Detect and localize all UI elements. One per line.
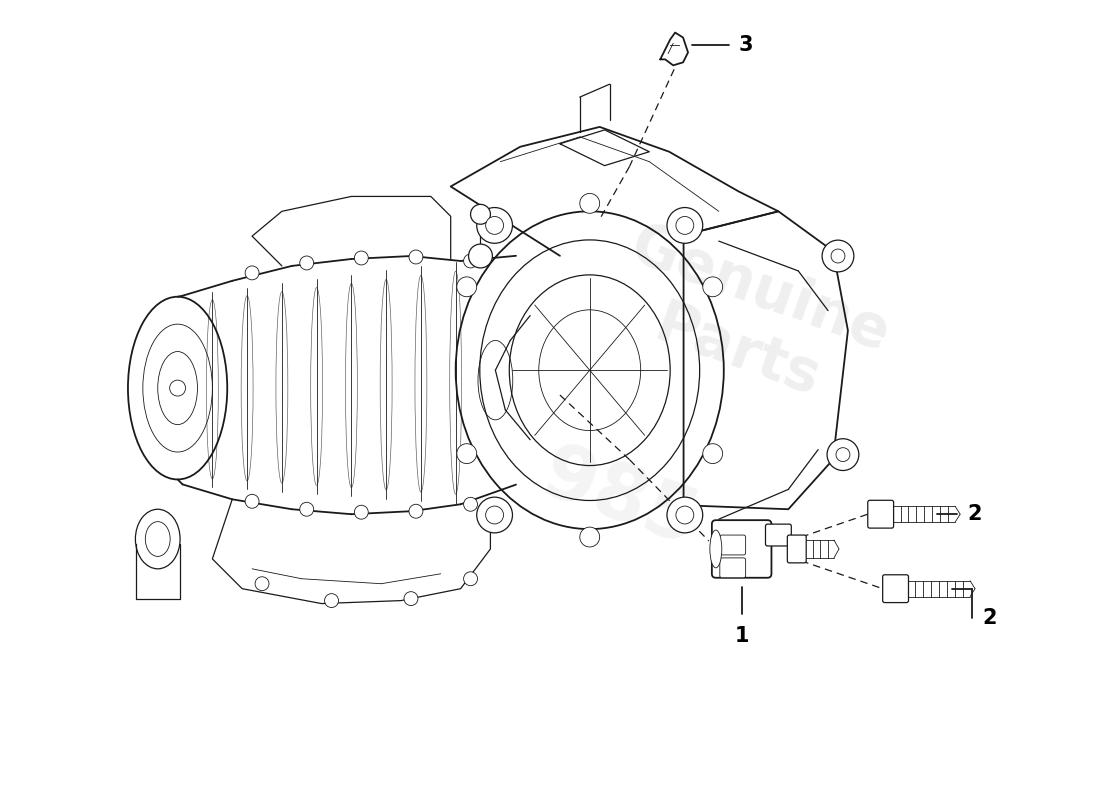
Circle shape bbox=[476, 207, 513, 243]
Circle shape bbox=[404, 592, 418, 606]
Circle shape bbox=[463, 254, 477, 268]
FancyBboxPatch shape bbox=[882, 574, 909, 602]
Circle shape bbox=[463, 572, 477, 586]
Circle shape bbox=[703, 444, 723, 463]
Circle shape bbox=[456, 277, 476, 297]
Text: 3: 3 bbox=[739, 35, 754, 55]
Circle shape bbox=[354, 506, 368, 519]
FancyBboxPatch shape bbox=[868, 500, 893, 528]
Text: 1: 1 bbox=[735, 626, 749, 646]
Circle shape bbox=[471, 204, 491, 224]
Circle shape bbox=[245, 494, 258, 508]
FancyBboxPatch shape bbox=[766, 524, 791, 546]
Circle shape bbox=[255, 577, 270, 590]
FancyBboxPatch shape bbox=[712, 520, 771, 578]
Circle shape bbox=[299, 502, 314, 516]
Circle shape bbox=[827, 438, 859, 470]
Circle shape bbox=[409, 504, 422, 518]
Circle shape bbox=[409, 250, 422, 264]
Circle shape bbox=[675, 217, 694, 234]
Text: 2: 2 bbox=[967, 504, 981, 524]
Circle shape bbox=[245, 266, 258, 280]
FancyBboxPatch shape bbox=[719, 558, 746, 578]
Circle shape bbox=[667, 207, 703, 243]
Text: Genuine
Parts: Genuine Parts bbox=[600, 216, 898, 425]
Text: 985: 985 bbox=[532, 438, 707, 562]
FancyBboxPatch shape bbox=[719, 535, 746, 555]
Ellipse shape bbox=[710, 530, 722, 568]
Circle shape bbox=[486, 217, 504, 234]
Circle shape bbox=[324, 594, 339, 607]
Circle shape bbox=[675, 506, 694, 524]
Circle shape bbox=[836, 448, 850, 462]
Circle shape bbox=[580, 194, 600, 214]
Circle shape bbox=[469, 244, 493, 268]
Circle shape bbox=[354, 251, 368, 265]
Circle shape bbox=[456, 444, 476, 463]
Circle shape bbox=[580, 527, 600, 547]
Circle shape bbox=[486, 506, 504, 524]
FancyBboxPatch shape bbox=[788, 535, 806, 563]
Circle shape bbox=[299, 256, 314, 270]
Circle shape bbox=[463, 498, 477, 511]
Circle shape bbox=[476, 497, 513, 533]
Circle shape bbox=[830, 249, 845, 263]
Circle shape bbox=[169, 380, 186, 396]
Circle shape bbox=[667, 497, 703, 533]
Circle shape bbox=[822, 240, 854, 272]
Text: 2: 2 bbox=[982, 609, 997, 629]
Circle shape bbox=[703, 277, 723, 297]
